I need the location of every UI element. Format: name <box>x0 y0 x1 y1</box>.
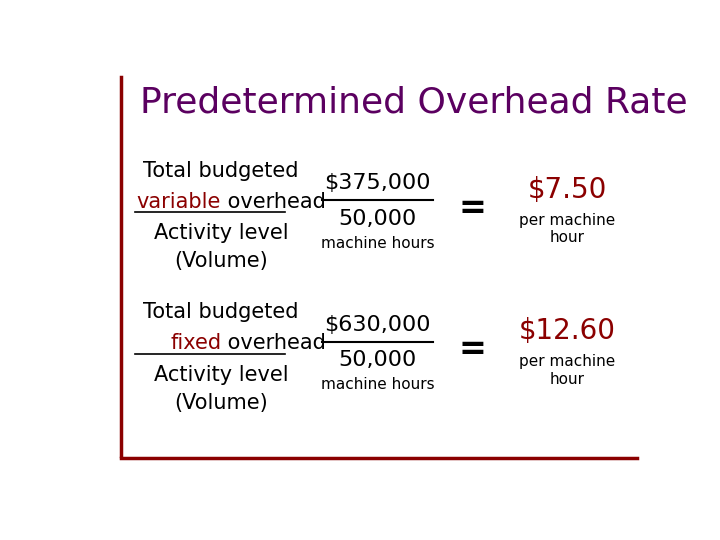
Text: overhead: overhead <box>221 333 326 353</box>
Text: Activity level: Activity level <box>154 364 289 384</box>
Text: overhead: overhead <box>221 192 326 212</box>
Text: $7.50: $7.50 <box>528 176 607 204</box>
Text: fixed: fixed <box>170 333 221 353</box>
Text: (Volume): (Volume) <box>174 393 268 413</box>
Text: Predetermined Overhead Rate: Predetermined Overhead Rate <box>140 85 688 119</box>
Text: =: = <box>459 333 486 366</box>
Text: (Volume): (Volume) <box>174 251 268 271</box>
Text: $375,000: $375,000 <box>324 173 431 193</box>
Text: 50,000: 50,000 <box>338 208 416 228</box>
Text: machine hours: machine hours <box>320 236 434 251</box>
Text: per machine
hour: per machine hour <box>519 213 615 245</box>
Text: $12.60: $12.60 <box>518 317 616 345</box>
Text: variable: variable <box>137 192 221 212</box>
Text: Activity level: Activity level <box>154 223 289 243</box>
Text: Total budgeted: Total budgeted <box>143 161 299 181</box>
Text: machine hours: machine hours <box>320 377 434 393</box>
Text: Total budgeted: Total budgeted <box>143 302 299 322</box>
Text: =: = <box>459 192 486 225</box>
Text: 50,000: 50,000 <box>338 350 416 370</box>
Text: $630,000: $630,000 <box>324 315 431 335</box>
Text: per machine
hour: per machine hour <box>519 354 615 387</box>
